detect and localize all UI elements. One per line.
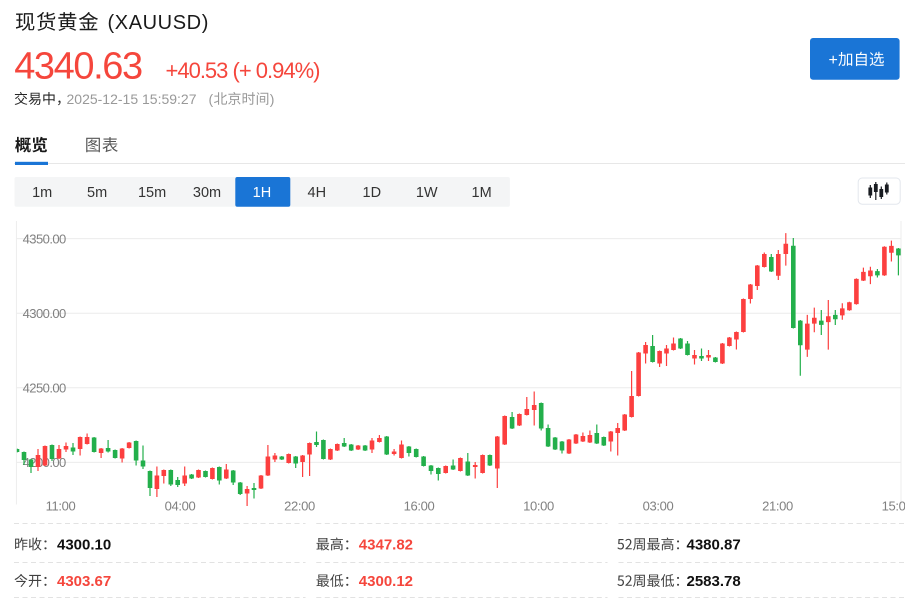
svg-text:1m: 1m	[32, 185, 52, 201]
svg-text:1M: 1M	[472, 185, 492, 201]
svg-text:4347.82: 4347.82	[359, 536, 413, 553]
svg-text:21:00: 21:00	[762, 498, 793, 513]
svg-text:15:00: 15:00	[882, 498, 905, 513]
svg-text:(: (	[209, 91, 214, 107]
svg-text:1H: 1H	[253, 185, 272, 201]
svg-text:1D: 1D	[363, 185, 382, 201]
svg-text:30m: 30m	[193, 185, 221, 201]
svg-text:4300.00: 4300.00	[23, 306, 66, 321]
svg-text:): )	[270, 91, 275, 107]
svg-text:+: +	[829, 52, 838, 69]
svg-text:4350.00: 4350.00	[23, 231, 66, 246]
svg-text:1W: 1W	[416, 185, 438, 201]
svg-text:16:00: 16:00	[404, 498, 435, 513]
svg-text:03:00: 03:00	[643, 498, 674, 513]
svg-text:2025-12-15 15:59:27: 2025-12-15 15:59:27	[67, 91, 197, 107]
svg-text:4380.87: 4380.87	[687, 536, 741, 553]
svg-text:4250.00: 4250.00	[23, 381, 66, 396]
svg-text:+40.53 (+ 0.94%): +40.53 (+ 0.94%)	[166, 58, 320, 83]
svg-text:15m: 15m	[138, 185, 166, 201]
svg-text:22:00: 22:00	[284, 498, 315, 513]
svg-text:5m: 5m	[87, 185, 107, 201]
svg-text:04:00: 04:00	[165, 498, 196, 513]
svg-text:10:00: 10:00	[523, 498, 554, 513]
svg-text:4340.63: 4340.63	[14, 45, 142, 87]
svg-text:2583.78: 2583.78	[687, 573, 741, 590]
svg-text:(XAUUSD): (XAUUSD)	[108, 12, 209, 34]
svg-text:4303.67: 4303.67	[57, 573, 111, 590]
svg-text:4300.10: 4300.10	[57, 536, 111, 553]
svg-text:4H: 4H	[308, 185, 327, 201]
svg-text:11:00: 11:00	[46, 498, 76, 513]
svg-text:4300.12: 4300.12	[359, 573, 413, 590]
